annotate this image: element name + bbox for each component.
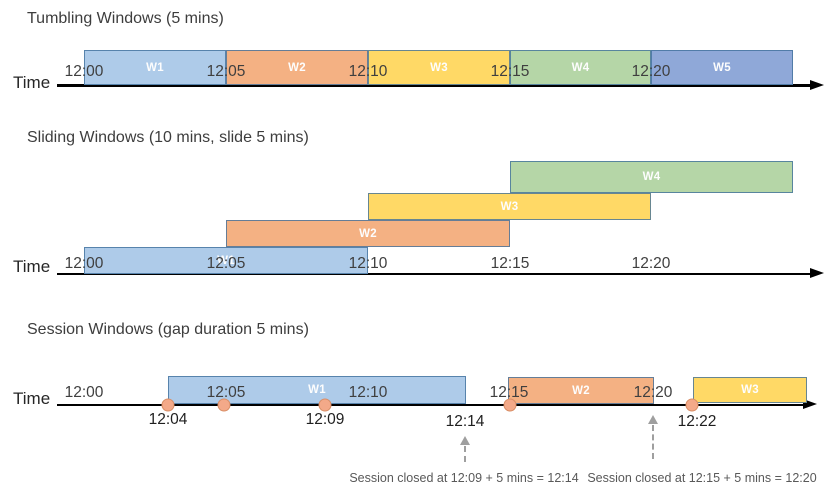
sliding-window-w1: W1 [84,247,368,274]
sliding-window-w4: W4 [510,161,793,193]
tumbling-window-w4: W4 [510,50,651,85]
tumbling-window-w4-label: W4 [571,61,590,74]
event-label-1204: 12:04 [148,411,188,428]
session-window-w3: W3 [693,377,807,403]
tumbling-tick-1220: 12:20 [631,63,671,80]
session-timeline [57,403,805,406]
dashed-up-arrowhead-icon [648,415,658,424]
tumbling-window-w5-label: W5 [713,61,731,74]
session-tick-1215: 12:15 [489,384,529,401]
session-closed-annotation-1: Session closed at 12:09 + 5 mins = 12:14 [349,471,579,485]
dashed-arrow-line [464,446,466,462]
sliding-window-w3: W3 [368,193,651,220]
sliding-time-axis-label: Time [13,257,51,276]
event-dot-1215 [503,398,517,412]
session-window-w2-label: W2 [572,384,590,397]
session-timeline-arrowhead-icon [803,399,817,409]
tumbling-tick-1210: 12:10 [348,63,388,80]
tumbling-section-title: Tumbling Windows (5 mins) [27,10,224,27]
session-time-axis-label: Time [13,389,51,408]
event-dot-1222 [685,398,699,412]
sliding-window-w2-label: W2 [359,227,377,240]
sliding-tick-1210: 12:10 [348,255,388,272]
event-dot-1205 [217,398,231,412]
tumbling-tick-1205: 12:05 [206,63,246,80]
tumbling-tick-1215: 12:15 [490,63,530,80]
session-tick-1210: 12:10 [348,384,388,401]
dashed-arrow-line [652,425,654,459]
dashed-up-arrowhead-icon [460,436,470,445]
sliding-tick-1220: 12:20 [631,255,671,272]
sliding-timeline [57,272,812,275]
tumbling-timeline [57,84,812,87]
session-tick-1200: 12:00 [64,384,104,401]
session-window-w2: W2 [508,377,654,404]
tumbling-timeline-arrowhead-icon [810,80,824,90]
tumbling-window-w2-label: W2 [288,61,306,74]
event-dot-1204 [161,398,175,412]
session-window-w3-label: W3 [741,384,759,396]
sliding-window-w3-label: W3 [500,200,519,213]
session-tick-1220: 12:20 [633,384,673,401]
sliding-tick-1215: 12:15 [490,255,530,272]
event-dot-1209 [318,398,332,412]
tumbling-window-w3-label: W3 [430,61,448,74]
session-window-w1-label: W1 [308,384,326,396]
tumbling-window-w2: W2 [226,50,368,85]
tumbling-window-w1-label: W1 [146,61,164,74]
tumbling-window-w1: W1 [84,50,226,85]
tumbling-time-axis-label: Time [13,73,51,92]
tumbling-window-w5: W5 [651,50,793,85]
tumbling-tick-1200: 12:00 [64,63,104,80]
sliding-section-title: Sliding Windows (10 mins, slide 5 mins) [27,129,309,146]
event-label-1222: 12:22 [677,413,717,430]
session-window-w1: W1 [168,376,466,404]
session-tick-1205: 12:05 [206,384,246,401]
sliding-window-w4-label: W4 [642,171,661,183]
sliding-window-w2: W2 [226,220,510,247]
tumbling-window-w3: W3 [368,50,510,85]
sliding-timeline-arrowhead-icon [810,268,824,278]
event-label-1214: 12:14 [445,413,485,430]
sliding-tick-1200: 12:00 [64,255,104,272]
session-section-title: Session Windows (gap duration 5 mins) [27,321,309,338]
sliding-tick-1205: 12:05 [206,255,246,272]
session-closed-annotation-2: Session closed at 12:15 + 5 mins = 12:20 [587,471,817,485]
sliding-window-w1-label: W1 [217,254,235,267]
event-label-1209: 12:09 [305,411,345,428]
